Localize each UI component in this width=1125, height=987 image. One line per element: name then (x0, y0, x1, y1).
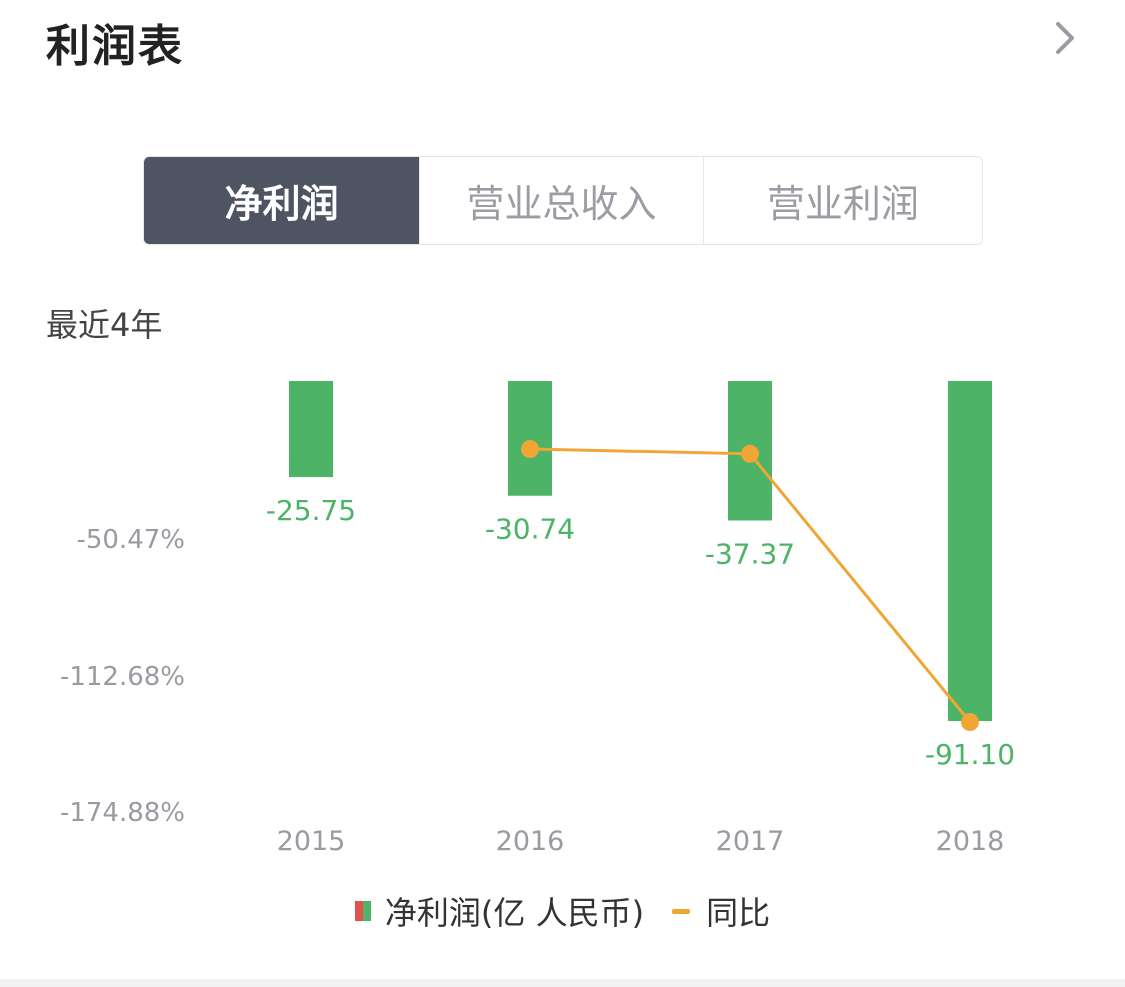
y-tick-label: -112.68% (60, 662, 185, 692)
legend-bar-swatch (354, 901, 371, 921)
bar (289, 381, 333, 478)
chevron-right-icon[interactable] (1046, 18, 1086, 58)
x-tick-label: 2015 (277, 826, 346, 857)
x-tick-label: 2017 (716, 826, 785, 857)
legend-net-profit-label: 净利润(亿 人民币) (384, 894, 645, 932)
x-tick-label: 2018 (936, 826, 1005, 857)
legend-item-net-profit[interactable]: 净利润(亿 人民币) (354, 888, 645, 934)
legend-yoy-label: 同比 (706, 894, 771, 932)
bar-value-label: -91.10 (925, 738, 1015, 771)
period-label: 最近4年 (46, 306, 163, 344)
y-tick-label: -174.88% (60, 798, 185, 828)
yoy-point (521, 440, 539, 458)
bar-value-label: -30.74 (485, 513, 575, 546)
bar-value-label: -37.37 (705, 537, 795, 570)
legend-item-yoy[interactable]: 同比 (644, 888, 770, 934)
bar (948, 381, 992, 721)
tab-total-revenue[interactable]: 营业总收入 (419, 157, 702, 244)
tab-operating-profit[interactable]: 营业利润 (702, 157, 982, 244)
page-title: 利润表 (46, 21, 184, 72)
legend-line-swatch (672, 908, 691, 914)
yoy-point (961, 713, 979, 731)
metric-tabs: 净利润 营业总收入 营业利润 (143, 156, 983, 245)
chart-legend: 净利润(亿 人民币) 同比 (0, 888, 1125, 934)
bar (508, 381, 552, 496)
yoy-point (741, 444, 759, 463)
bar-value-label: -25.75 (266, 494, 356, 527)
tab-net-profit[interactable]: 净利润 (144, 157, 420, 244)
x-tick-label: 2016 (496, 826, 565, 857)
net-profit-chart: -50.47% -112.68% -174.88% -25.75 2015 -30.74 2… (60, 381, 1015, 857)
bottom-divider (0, 979, 1125, 987)
y-tick-label: -50.47% (76, 525, 185, 555)
